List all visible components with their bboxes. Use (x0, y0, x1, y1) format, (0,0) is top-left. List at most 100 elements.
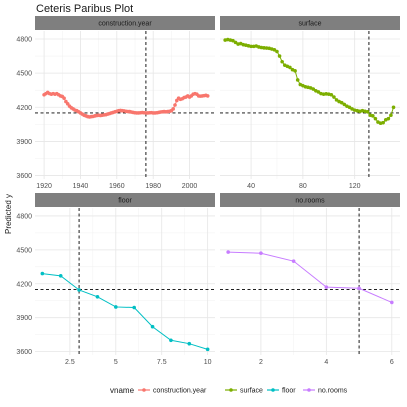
plot-area-no-rooms (220, 208, 400, 355)
data-point (391, 105, 396, 110)
legend-item-floor: floor (267, 388, 296, 395)
y-tick-label: 4200 (16, 281, 32, 288)
data-point (293, 69, 297, 73)
data-point (249, 44, 253, 49)
x-tick-label: 120 (349, 183, 361, 190)
data-point (275, 49, 279, 54)
y-tick-label: 4500 (16, 71, 32, 78)
y-tick-label: 3900 (16, 315, 32, 322)
data-point (373, 116, 378, 121)
data-point (386, 116, 391, 121)
x-tick-label: 80 (299, 183, 307, 190)
data-point (277, 54, 282, 58)
data-point (332, 95, 336, 99)
y-tick-label: 3600 (16, 173, 32, 180)
data-point (58, 274, 63, 278)
data-point (347, 105, 352, 110)
series-points-floor (40, 271, 210, 352)
data-point (77, 288, 81, 292)
data-point (311, 87, 316, 91)
legend-title: vname (110, 386, 135, 395)
data-point (272, 47, 277, 52)
x-tick-label: 2000 (182, 183, 198, 190)
data-point (342, 102, 347, 107)
legend-key-point (307, 388, 311, 392)
x-tick-label: 2 (259, 359, 263, 366)
data-point (288, 65, 292, 70)
y-tick-label: 4800 (16, 213, 32, 220)
legend-key-point (229, 388, 233, 392)
data-point (40, 271, 45, 276)
data-point (173, 103, 177, 107)
x-tick-label: 10 (204, 359, 212, 366)
x-tick-label: 7.5 (157, 359, 167, 366)
data-point (205, 347, 210, 352)
data-point (114, 305, 118, 309)
legend-label: no.rooms (318, 388, 348, 395)
data-point (231, 38, 235, 43)
panel-surface: surface 40 80 120 (220, 16, 400, 190)
facet-panels: construction.year 3600 3900 4200 4500 4800 192… (16, 16, 400, 366)
series-points-surface (223, 37, 396, 126)
legend-item-construction-year: construction.year (138, 388, 207, 395)
data-point (389, 113, 393, 118)
series-points-construction-year (42, 90, 210, 119)
data-point (150, 324, 155, 329)
data-point (291, 259, 296, 263)
data-point (132, 305, 136, 310)
strip-label-construction-year: construction.year (98, 21, 152, 28)
data-point (95, 294, 100, 299)
y-tick-label: 3600 (16, 349, 32, 356)
x-tick-label: 4 (324, 359, 328, 366)
data-point (365, 110, 370, 114)
x-tick-label: 5 (114, 359, 118, 366)
series-line-floor (42, 273, 208, 350)
x-tick-label: 1980 (145, 183, 161, 190)
panel-floor: floor 3600 3900 4200 4500 4800 2.5 5 7.5 10 (16, 193, 215, 366)
data-point (233, 40, 238, 45)
series-line-no-rooms (228, 251, 393, 303)
panel-construction-year: construction.year 3600 3900 4200 4500 4800 192… (16, 16, 215, 190)
x-tick-label: 2.5 (65, 359, 75, 366)
data-point (371, 114, 375, 118)
data-point (381, 120, 385, 125)
data-point (62, 96, 66, 100)
legend-key-point (142, 388, 146, 392)
x-tick-label: 1920 (36, 183, 52, 190)
data-point (259, 251, 263, 256)
plot-area-floor (35, 208, 215, 355)
data-point (295, 78, 300, 82)
strip-floor (35, 193, 215, 207)
legend-key-point (271, 388, 275, 392)
strip-no-rooms (220, 193, 400, 207)
panel-no-rooms: no.rooms 2 4 6 (220, 193, 400, 366)
data-point (334, 98, 339, 102)
data-point (390, 300, 394, 305)
plot-area-construction-year (35, 31, 215, 179)
data-point (205, 94, 210, 98)
data-point (264, 46, 269, 50)
x-tick-label: 1960 (109, 183, 125, 190)
data-point (339, 100, 344, 105)
data-point (280, 59, 284, 64)
legend-label: construction.year (153, 388, 207, 395)
data-point (329, 92, 334, 97)
data-point (187, 341, 192, 346)
x-tick-label: 6 (390, 359, 394, 366)
data-point (169, 338, 173, 343)
series-points-no-rooms (226, 250, 394, 305)
strip-label-surface: surface (299, 21, 322, 28)
y-tick-label: 3900 (16, 139, 32, 146)
strip-surface (220, 16, 400, 30)
legend-label: floor (282, 388, 296, 395)
y-tick-label: 4500 (16, 247, 32, 254)
legend-item-no-rooms: no.rooms (303, 388, 348, 395)
data-point (357, 286, 361, 291)
plot-area-surface (220, 31, 400, 179)
legend-item-surface: surface (225, 388, 263, 395)
data-point (171, 107, 175, 111)
strip-construction-year (35, 16, 215, 30)
y-tick-label: 4800 (16, 36, 32, 43)
x-tick-label: 40 (247, 183, 255, 190)
